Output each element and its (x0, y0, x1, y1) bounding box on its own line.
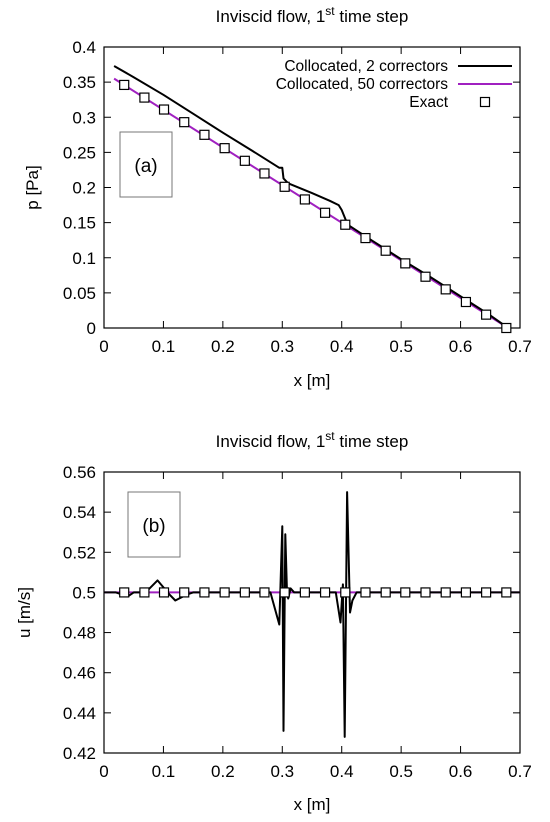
y-tick-label: 0.54 (63, 503, 96, 522)
exact-marker (400, 587, 411, 598)
legend-label: Collocated, 50 correctors (276, 76, 449, 93)
exact-marker (460, 587, 472, 598)
y-tick-label: 0 (87, 319, 96, 338)
chart-title: Inviscid flow, 1st time step (216, 429, 409, 451)
exact-marker (139, 587, 150, 598)
x-tick-label: 0.4 (330, 337, 354, 356)
exact-marker (440, 587, 451, 598)
y-tick-label: 0.48 (63, 624, 96, 643)
legend-label: Exact (409, 94, 448, 111)
y-tick-label: 0.35 (63, 73, 96, 92)
exact-marker (460, 296, 472, 308)
x-tick-label: 0 (99, 337, 108, 356)
y-tick-label: 0.15 (63, 214, 96, 233)
y-axis-label: p [Pa] (23, 165, 42, 209)
title-superscript: st (325, 4, 335, 18)
exact-marker (380, 587, 391, 598)
legend-label: Collocated, 2 correctors (284, 58, 448, 75)
exact-marker (158, 587, 170, 598)
x-tick-label: 0.7 (508, 337, 532, 356)
x-tick-label: 0.1 (152, 762, 176, 781)
exact-marker (279, 587, 290, 598)
x-tick-label: 0.6 (449, 337, 473, 356)
x-tick-label: 0.2 (211, 337, 235, 356)
exact-marker (119, 79, 130, 91)
title-superscript: st (325, 429, 335, 443)
exact-marker (179, 117, 190, 128)
y-tick-label: 0.42 (63, 744, 96, 763)
y-tick-label: 0.3 (72, 108, 96, 127)
exact-marker (179, 587, 190, 598)
chart-title: Inviscid flow, 1st time step (216, 4, 409, 26)
title-main: Inviscid flow, 1 (216, 7, 326, 26)
y-tick-label: 0.46 (63, 664, 96, 683)
y-tick-label: 0.5 (72, 583, 96, 602)
exact-marker (340, 587, 351, 598)
legend-swatch-marker (479, 96, 491, 108)
panel-label-box (127, 491, 181, 558)
exact-marker (259, 168, 270, 179)
title-rest: time step (335, 432, 409, 451)
exact-marker (420, 587, 431, 598)
exact-marker (259, 587, 270, 598)
title-main: Inviscid flow, 1 (216, 432, 326, 451)
x-tick-label: 0 (99, 762, 108, 781)
exact-marker (501, 322, 512, 334)
exact-marker (360, 587, 371, 598)
x-tick-label: 0.2 (211, 762, 235, 781)
y-tick-label: 0.44 (63, 704, 96, 723)
exact-marker (481, 587, 492, 598)
series-line-collocated-2-correctors (113, 65, 509, 329)
exact-marker (360, 232, 371, 244)
y-tick-label: 0.1 (72, 249, 96, 268)
panel-label-box (119, 131, 173, 198)
exact-marker (239, 587, 250, 598)
exact-marker (239, 155, 250, 166)
exact-marker (440, 284, 451, 295)
exact-marker (481, 309, 492, 320)
exact-marker (219, 587, 230, 598)
x-tick-label: 0.5 (389, 762, 413, 781)
y-tick-label: 0.56 (63, 463, 96, 482)
exact-marker (219, 143, 230, 154)
y-tick-label: 0.52 (63, 543, 96, 562)
chart-panel-1: Inviscid flow, 1st time step 0 0.1 0.2 0.3 0.… (23, 4, 532, 390)
x-axis-label: x [m] (294, 371, 331, 390)
x-tick-label: 0.4 (330, 762, 354, 781)
exact-marker (319, 587, 331, 598)
title-rest: time step (335, 7, 409, 26)
exact-marker (199, 129, 210, 140)
exact-marker (139, 92, 150, 103)
exact-marker (501, 587, 512, 598)
panel-label: (a) (134, 156, 157, 177)
exact-marker (199, 587, 210, 598)
exact-marker (400, 258, 411, 269)
chart-panel-2: Inviscid flow, 1st time step 0 0.1 0.2 0.3 0.… (15, 429, 532, 814)
exact-marker (299, 194, 310, 205)
x-tick-label: 0.3 (270, 337, 294, 356)
x-tick-label: 0.3 (270, 762, 294, 781)
exact-marker (158, 104, 170, 115)
exact-marker (299, 587, 310, 598)
y-tick-label: 0.25 (63, 143, 96, 162)
exact-marker (340, 219, 351, 230)
x-tick-label: 0.1 (152, 337, 176, 356)
x-tick-label: 0.6 (449, 762, 473, 781)
x-tick-label: 0.5 (389, 337, 413, 356)
y-tick-label: 0.05 (63, 284, 96, 303)
exact-marker (420, 271, 431, 282)
panel-label: (b) (142, 516, 165, 537)
exact-marker (279, 181, 290, 192)
plot-frame (103, 471, 521, 754)
exact-marker (380, 245, 391, 256)
exact-marker (119, 587, 130, 598)
y-axis-label: u [m/s] (15, 587, 34, 638)
x-tick-label: 0.7 (508, 762, 532, 781)
x-axis-label: x [m] (294, 795, 331, 814)
y-tick-label: 0.2 (72, 179, 96, 198)
exact-marker (319, 207, 331, 218)
y-tick-label: 0.4 (72, 38, 96, 57)
